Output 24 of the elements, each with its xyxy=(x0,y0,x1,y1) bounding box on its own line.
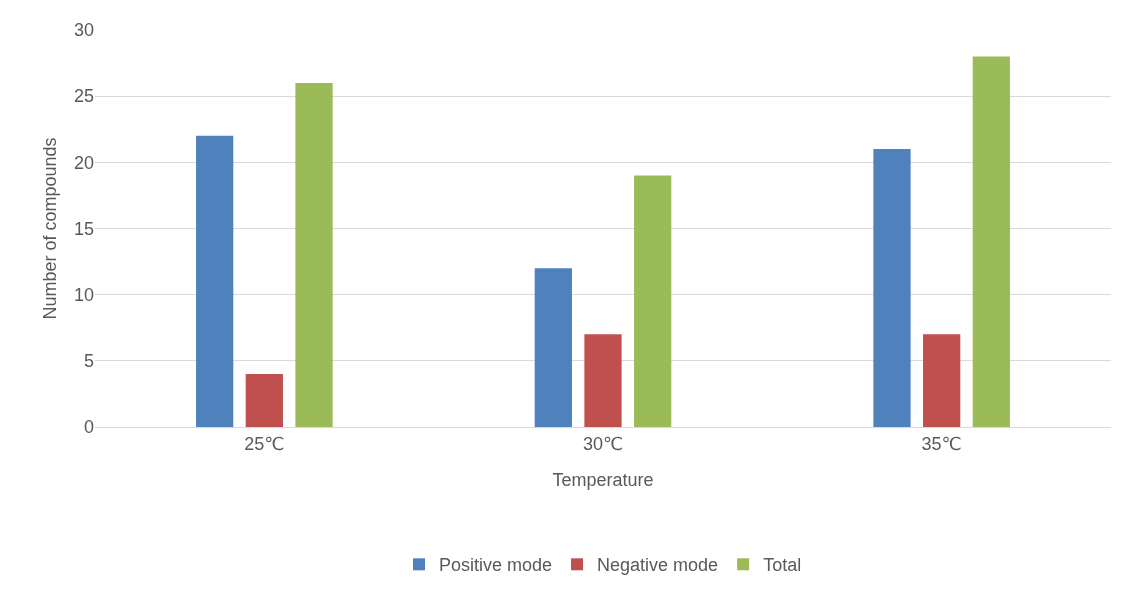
x-tick-label: 35℃ xyxy=(921,433,962,454)
y-axis-title: Number of compounds xyxy=(40,137,61,320)
legend-label: Negative mode xyxy=(597,555,719,576)
bar xyxy=(196,135,234,427)
y-tick-label: 25 xyxy=(73,86,94,107)
y-tick-label: 0 xyxy=(83,417,94,438)
bar xyxy=(972,56,1010,427)
y-tick-label: 20 xyxy=(73,152,94,173)
legend-label: Total xyxy=(763,555,802,576)
y-tick-label: 30 xyxy=(73,20,94,41)
bar xyxy=(245,374,283,427)
x-axis-title: Temperature xyxy=(552,469,654,490)
bar xyxy=(534,268,572,427)
bar xyxy=(873,149,911,427)
bar xyxy=(295,82,333,427)
legend-label: Positive mode xyxy=(439,555,553,576)
x-tick-label: 30℃ xyxy=(582,433,624,454)
x-tick-label: 25℃ xyxy=(244,433,285,454)
bar xyxy=(923,334,961,427)
bar xyxy=(634,175,672,427)
y-tick-label: 10 xyxy=(73,284,94,305)
y-tick-label: 15 xyxy=(73,218,94,239)
bar xyxy=(584,334,622,427)
y-tick-label: 5 xyxy=(83,351,94,372)
